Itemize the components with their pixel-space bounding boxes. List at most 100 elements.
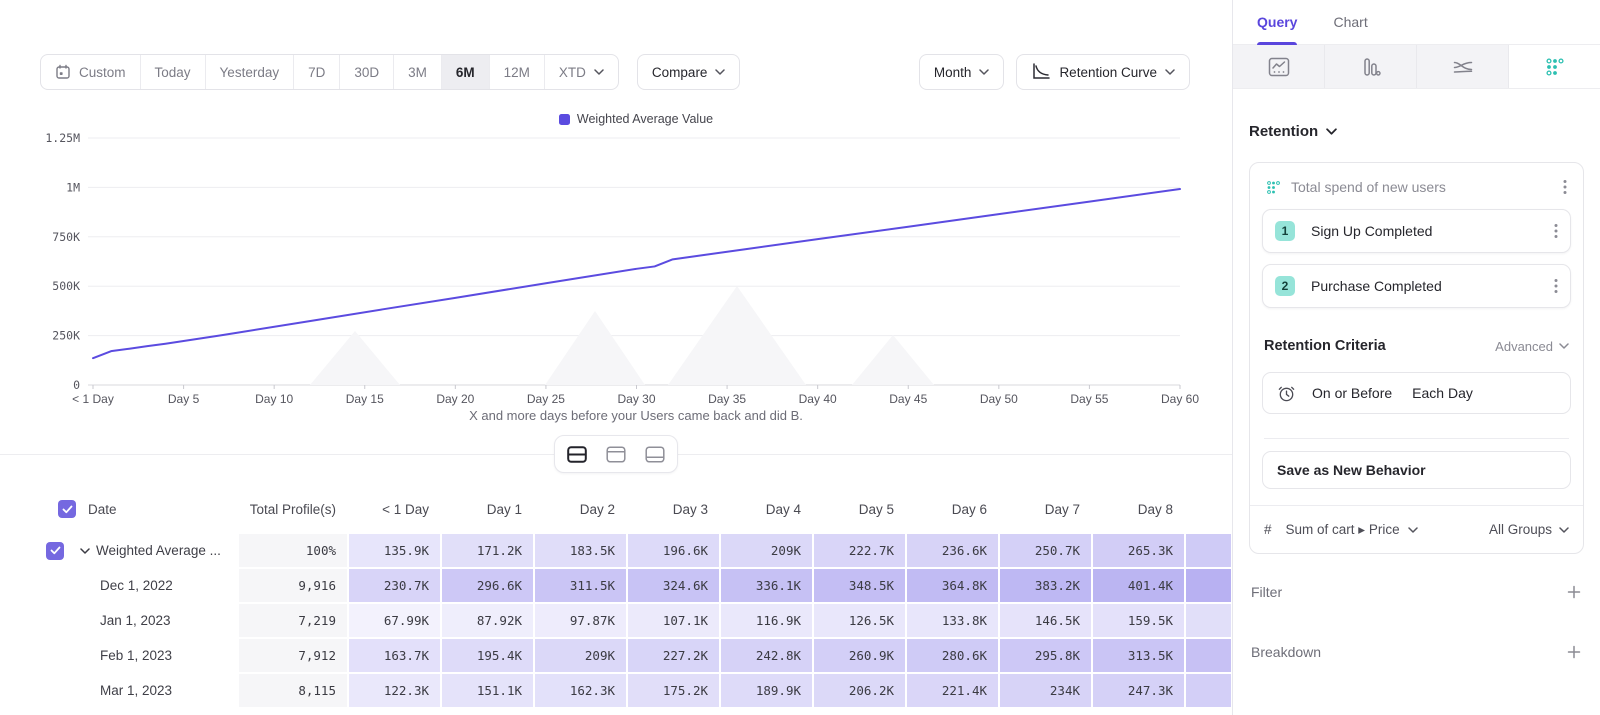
table-row[interactable]: Dec 1, 2022 9,916 230.7K 296.6K 311.5K 324.6K… <box>0 568 1232 603</box>
measure-property-dropdown[interactable]: Sum of cart ▸ Price <box>1286 522 1418 538</box>
row-label-cell[interactable]: Feb 1, 2023 <box>0 638 238 673</box>
retention-cell[interactable]: 296.6K <box>441 568 534 603</box>
retention-cell[interactable]: 236.6K <box>906 533 999 568</box>
range-today[interactable]: Today <box>141 55 206 89</box>
retention-cell-clipped[interactable] <box>1185 603 1232 638</box>
retention-cell[interactable]: 221.4K <box>906 673 999 708</box>
range-6m[interactable]: 6M <box>441 55 490 89</box>
retention-cell[interactable]: 313.5K <box>1092 638 1185 673</box>
retention-cell[interactable]: 364.8K <box>906 568 999 603</box>
retention-cell[interactable]: 311.5K <box>534 568 627 603</box>
retention-cell[interactable]: 250.7K <box>999 533 1092 568</box>
retention-cell[interactable]: 234K <box>999 673 1092 708</box>
retention-cell[interactable]: 196.6K <box>627 533 720 568</box>
add-filter-button[interactable] <box>1566 584 1582 600</box>
retention-cell[interactable]: 162.3K <box>534 673 627 708</box>
save-as-new-behavior-button[interactable]: Save as New Behavior <box>1262 451 1571 489</box>
tab-chart[interactable]: Chart <box>1333 0 1367 44</box>
kebab-menu-icon[interactable] <box>1554 278 1558 294</box>
retention-cell[interactable]: 87.92K <box>441 603 534 638</box>
retention-line-series[interactable] <box>92 187 1181 360</box>
range-7d[interactable]: 7D <box>294 55 341 89</box>
row-expander[interactable] <box>80 547 90 554</box>
retention-cell[interactable]: 67.99K <box>348 603 441 638</box>
retention-cell[interactable]: 265.3K <box>1092 533 1185 568</box>
chart-type-dropdown[interactable]: Retention Curve <box>1016 54 1190 90</box>
retention-cell[interactable]: 260.9K <box>813 638 906 673</box>
compare-button[interactable]: Compare <box>636 54 741 90</box>
layout-split-view-button[interactable] <box>559 439 595 469</box>
retention-cell[interactable]: 175.2K <box>627 673 720 708</box>
retention-cell[interactable]: 295.8K <box>999 638 1092 673</box>
retention-cell[interactable]: 97.87K <box>534 603 627 638</box>
retention-cell[interactable]: 247.3K <box>1092 673 1185 708</box>
row-checkbox[interactable] <box>46 541 64 560</box>
range-custom[interactable]: Custom <box>41 55 141 89</box>
retention-cell[interactable]: 401.4K <box>1092 568 1185 603</box>
table-row[interactable]: Mar 1, 2023 8,115 122.3K 151.1K 162.3K 175.2K… <box>0 673 1232 708</box>
range-yesterday[interactable]: Yesterday <box>206 55 295 89</box>
retention-cell[interactable]: 336.1K <box>720 568 813 603</box>
retention-cell[interactable]: 227.2K <box>627 638 720 673</box>
retention-cell-clipped[interactable] <box>1185 638 1232 673</box>
retention-cell[interactable]: 122.3K <box>348 673 441 708</box>
retention-cell[interactable]: 146.5K <box>999 603 1092 638</box>
retention-cell[interactable]: 151.1K <box>441 673 534 708</box>
row-label-cell[interactable]: Jan 1, 2023 <box>0 603 238 638</box>
retention-cell[interactable]: 133.8K <box>906 603 999 638</box>
retention-cell-clipped[interactable] <box>1185 673 1232 708</box>
retention-cell[interactable]: 280.6K <box>906 638 999 673</box>
layout-table-view-button[interactable] <box>637 439 673 469</box>
retention-cell[interactable]: 383.2K <box>999 568 1092 603</box>
row-label-cell[interactable]: Dec 1, 2022 <box>0 568 238 603</box>
retention-cell[interactable]: 189.9K <box>720 673 813 708</box>
row-label-cell[interactable]: Weighted Average ... <box>0 533 238 568</box>
insights-report-button[interactable] <box>1233 45 1325 88</box>
retention-mode-dropdown[interactable]: Retention <box>1249 123 1584 140</box>
table-row[interactable]: Weighted Average ... 100% 135.9K 171.2K 183.… <box>0 533 1232 568</box>
retention-cell[interactable]: 107.1K <box>627 603 720 638</box>
retention-cell[interactable]: 159.5K <box>1092 603 1185 638</box>
retention-cell[interactable]: 183.5K <box>534 533 627 568</box>
range-30d[interactable]: 30D <box>340 55 395 89</box>
behavior-step-1[interactable]: 1 Sign Up Completed <box>1262 209 1571 253</box>
retention-line-chart[interactable]: 1.25M 1M 750K 500K 250K 0< 1 Day Day 5 Day 10 Da… <box>0 128 1232 410</box>
retention-cell[interactable]: 116.9K <box>720 603 813 638</box>
retention-cell[interactable]: 171.2K <box>441 533 534 568</box>
range-12m[interactable]: 12M <box>490 55 545 89</box>
retention-cell[interactable]: 209K <box>534 638 627 673</box>
column-header[interactable]: Date <box>0 490 238 528</box>
retention-cell[interactable]: 324.6K <box>627 568 720 603</box>
behavior-step-2[interactable]: 2 Purchase Completed <box>1262 264 1571 308</box>
range-3m[interactable]: 3M <box>394 55 442 89</box>
retention-cell[interactable]: 135.9K <box>348 533 441 568</box>
add-breakdown-button[interactable] <box>1566 644 1582 660</box>
row-label-cell[interactable]: Mar 1, 2023 <box>0 673 238 708</box>
retention-cell[interactable]: 206.2K <box>813 673 906 708</box>
granularity-dropdown[interactable]: Month <box>918 54 1005 90</box>
kebab-menu-icon[interactable] <box>1563 179 1567 195</box>
retention-cell-clipped[interactable] <box>1185 533 1232 568</box>
kebab-menu-icon[interactable] <box>1554 223 1558 239</box>
retention-cell[interactable]: 163.7K <box>348 638 441 673</box>
table-row[interactable]: Feb 1, 2023 7,912 163.7K 195.4K 209K 227.2K 24… <box>0 638 1232 673</box>
retention-cell[interactable]: 209K <box>720 533 813 568</box>
retention-cell[interactable]: 126.5K <box>813 603 906 638</box>
range-xtd[interactable]: XTD <box>545 55 618 89</box>
retention-cell-clipped[interactable] <box>1185 568 1232 603</box>
criteria-mode-dropdown[interactable]: Advanced <box>1495 339 1569 354</box>
tab-query[interactable]: Query <box>1257 0 1298 45</box>
retention-cell[interactable]: 348.5K <box>813 568 906 603</box>
table-row[interactable]: Jan 1, 2023 7,219 67.99K 87.92K 97.87K 107.1K… <box>0 603 1232 638</box>
groups-dropdown[interactable]: All Groups <box>1489 522 1569 537</box>
select-all-checkbox[interactable] <box>58 500 76 518</box>
retention-report-button[interactable] <box>1509 45 1600 88</box>
retention-cell[interactable]: 195.4K <box>441 638 534 673</box>
funnels-report-button[interactable] <box>1325 45 1417 88</box>
retention-cell[interactable]: 222.7K <box>813 533 906 568</box>
layout-chart-view-button[interactable] <box>598 439 634 469</box>
retention-cell[interactable]: 242.8K <box>720 638 813 673</box>
flows-report-button[interactable] <box>1417 45 1509 88</box>
retention-timing-card[interactable]: On or Before Each Day <box>1262 372 1571 414</box>
retention-cell[interactable]: 230.7K <box>348 568 441 603</box>
